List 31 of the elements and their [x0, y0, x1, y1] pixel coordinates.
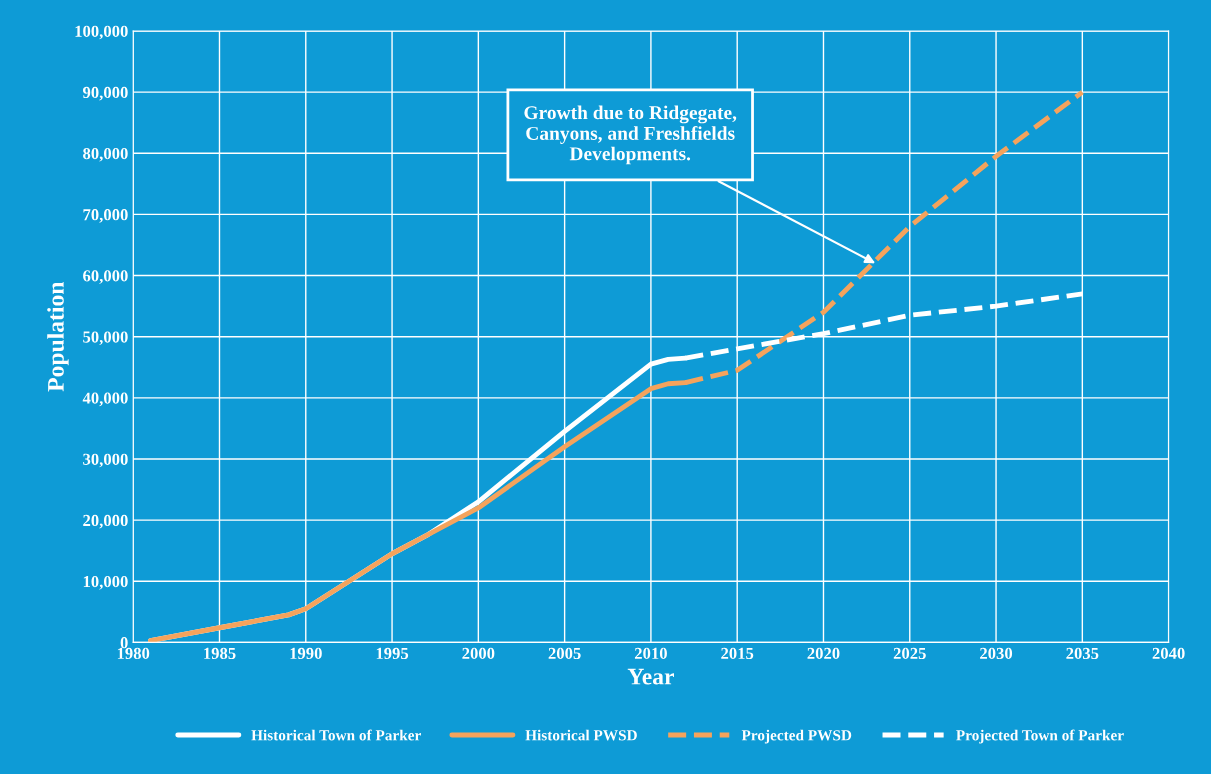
x-tick-label: 2005 — [548, 647, 581, 660]
x-tick-label: 1985 — [204, 647, 236, 660]
y-tick-label: 30,000 — [83, 453, 128, 468]
x-tick-label: 2000 — [462, 647, 495, 660]
y-tick-label: 40,000 — [82, 392, 128, 407]
y-tick-label: 60,000 — [83, 270, 128, 284]
x-tick-label: 2030 — [980, 647, 1013, 660]
y-tick-label: 0 — [120, 637, 128, 649]
y-axis-title: Population — [47, 281, 69, 392]
legend-label: Projected Town of Parker — [956, 729, 1124, 744]
x-tick-label: 1990 — [290, 647, 322, 660]
y-tick-label: 20,000 — [83, 514, 128, 529]
x-tick-label: 2035 — [1066, 647, 1099, 660]
y-tick-label: 50,000 — [83, 331, 128, 346]
x-tick-label: 2015 — [721, 647, 754, 660]
y-tick-label: 10,000 — [83, 575, 128, 590]
x-tick-label: 1995 — [376, 647, 409, 660]
x-tick-label: 2010 — [634, 647, 667, 660]
x-tick-label: 1980 — [117, 647, 150, 660]
legend-label: Historical PWSD — [525, 729, 637, 741]
legend-label: Projected PWSD — [741, 729, 852, 744]
y-tick-label: 70,000 — [83, 209, 128, 223]
y-tick-label: 100,000 — [75, 25, 128, 40]
y-tick-label: 80,000 — [83, 147, 128, 162]
legend-label: Historical Town of Parker — [251, 729, 421, 741]
annotation: Growth due to Ridgegate, Canyons, and Freshfields Developments. — [524, 105, 737, 165]
x-tick-label: 2040 — [1152, 647, 1185, 660]
y-tick-label: 90,000 — [82, 86, 128, 101]
x-tick-label: 2020 — [807, 647, 840, 660]
x-axis-title: Year — [627, 668, 674, 685]
x-tick-label: 2025 — [893, 647, 926, 660]
